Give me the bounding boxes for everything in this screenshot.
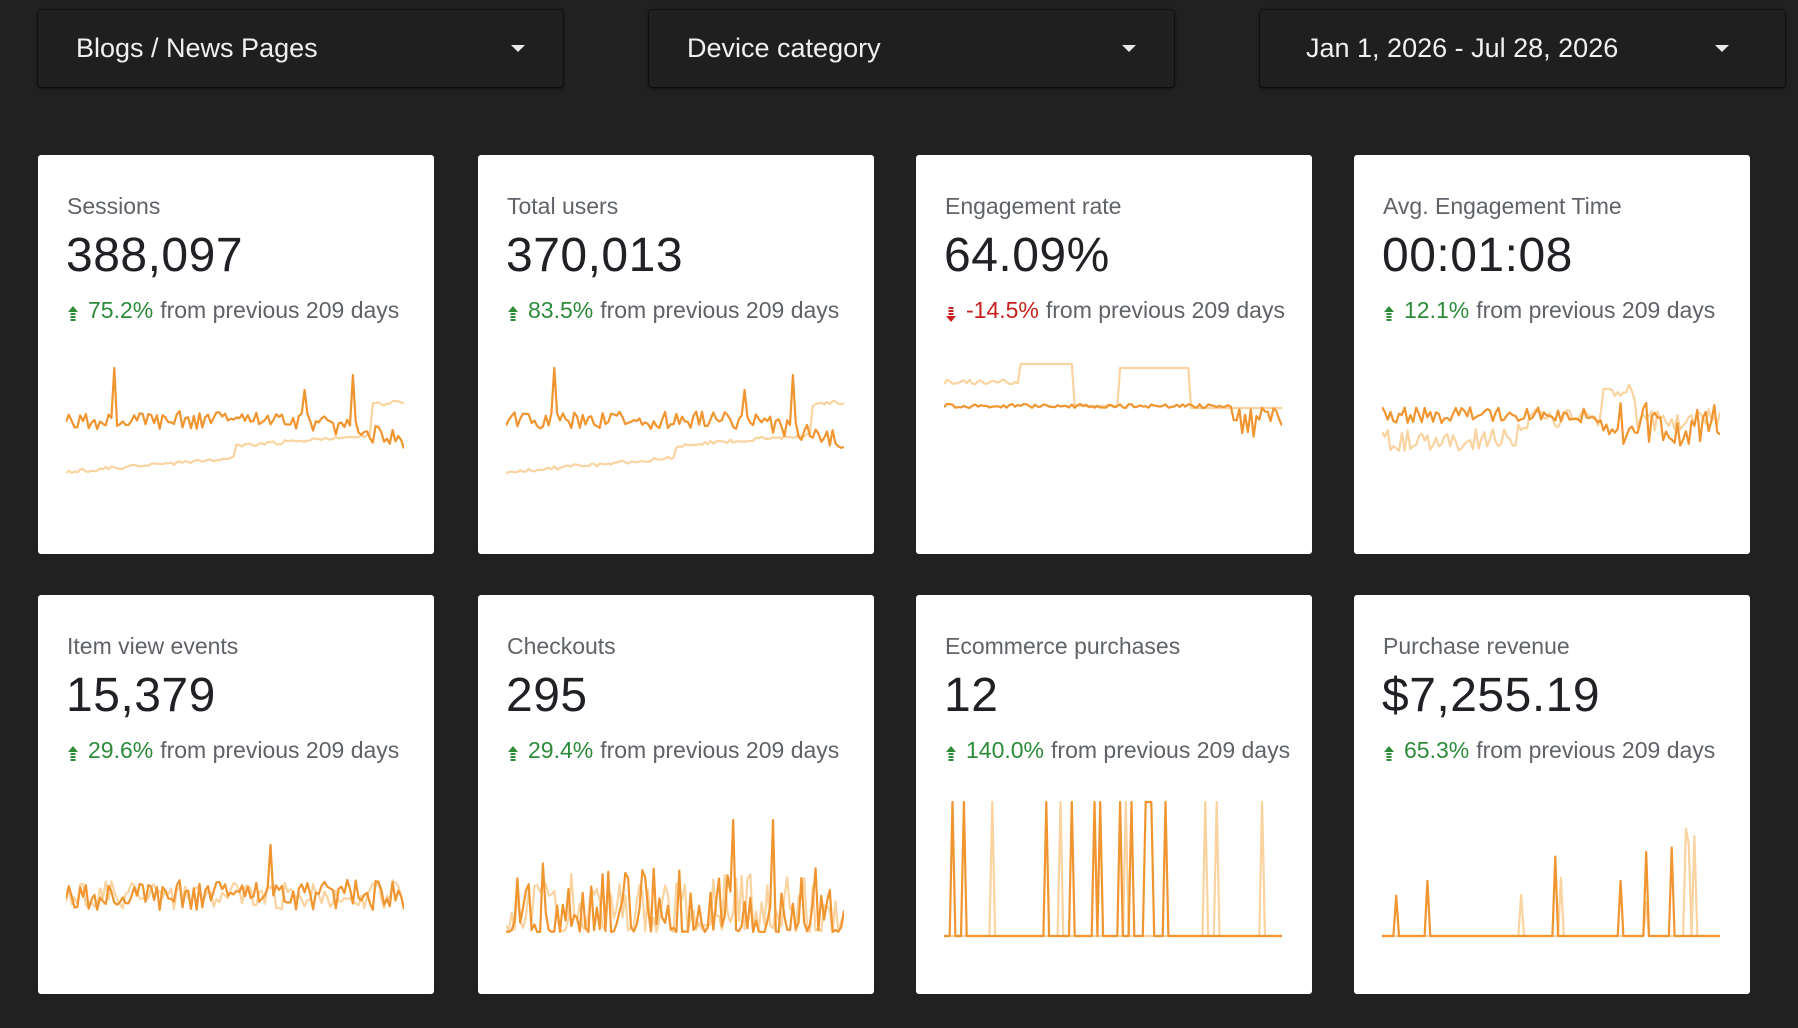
sparkline-chart bbox=[944, 800, 1282, 938]
scorecard-engagement-rate[interactable]: Engagement rate 64.09% -14.5% from previous… bbox=[916, 155, 1312, 554]
delta-text: from previous 209 days bbox=[1476, 737, 1716, 763]
arrow-up-icon bbox=[507, 302, 519, 321]
arrow-down-icon bbox=[945, 302, 957, 322]
scorecard-title: Avg. Engagement Time bbox=[1383, 193, 1622, 219]
previous-period-line bbox=[944, 362, 1282, 410]
page-filter-dropdown[interactable]: Blogs / News Pages bbox=[38, 10, 563, 87]
scorecard-comparison: 75.2% from previous 209 days bbox=[67, 297, 399, 324]
sparkline-chart bbox=[66, 843, 404, 912]
scorecard-title: Checkouts bbox=[507, 633, 616, 659]
delta-percent: 12.1% bbox=[1404, 297, 1470, 323]
current-period-line bbox=[1382, 401, 1720, 447]
sparkline-chart bbox=[66, 366, 404, 474]
scorecard-value: $7,255.19 bbox=[1382, 669, 1601, 722]
scorecard-value: 388,097 bbox=[66, 229, 244, 282]
arrow-up-icon bbox=[1383, 742, 1395, 761]
date-range-dropdown[interactable]: Jan 1, 2026 - Jul 28, 2026 bbox=[1260, 10, 1785, 87]
current-period-line bbox=[944, 402, 1282, 438]
chevron-down-icon[interactable] bbox=[1715, 45, 1729, 52]
delta-text: from previous 209 days bbox=[1476, 297, 1716, 323]
previous-period-line bbox=[506, 872, 844, 934]
current-period-line bbox=[506, 366, 844, 449]
sparkline-chart bbox=[1382, 383, 1720, 452]
scorecard-title: Item view events bbox=[67, 633, 239, 659]
current-period-line bbox=[944, 800, 1282, 938]
delta-percent: 83.5% bbox=[528, 297, 594, 323]
delta-text: from previous 209 days bbox=[1045, 297, 1285, 323]
delta-text: from previous 209 days bbox=[160, 737, 400, 763]
scorecard-item-view-events[interactable]: Item view events 15,379 29.6% from previous… bbox=[38, 595, 434, 994]
scorecard-title: Purchase revenue bbox=[1383, 633, 1570, 659]
previous-period-line bbox=[506, 399, 844, 475]
sparkline-chart bbox=[506, 366, 844, 475]
scorecard-value: 12 bbox=[944, 669, 999, 722]
scorecard-avg-engagement-time[interactable]: Avg. Engagement Time 00:01:08 12.1% from pr… bbox=[1354, 155, 1750, 554]
scorecard-ecommerce-purchases[interactable]: Ecommerce purchases 12 140.0% from previous… bbox=[916, 595, 1312, 994]
scorecard-value: 370,013 bbox=[506, 229, 684, 282]
sparkline-chart bbox=[944, 362, 1282, 438]
arrow-up-icon bbox=[67, 302, 79, 321]
scorecard-total-users[interactable]: Total users 370,013 83.5% from previous 209… bbox=[478, 155, 874, 554]
page-filter-label: Blogs / News Pages bbox=[76, 33, 318, 63]
scorecard-title: Engagement rate bbox=[945, 193, 1122, 219]
arrow-up-icon bbox=[507, 742, 519, 761]
scorecard-comparison: -14.5% from previous 209 days bbox=[945, 297, 1285, 324]
current-period-line bbox=[66, 366, 404, 449]
current-period-line bbox=[66, 843, 404, 912]
scorecard-title: Total users bbox=[507, 193, 619, 219]
delta-percent: 29.4% bbox=[528, 737, 594, 763]
arrow-up-icon bbox=[67, 742, 79, 761]
scorecard-title: Ecommerce purchases bbox=[945, 633, 1181, 659]
previous-period-line bbox=[66, 879, 404, 911]
scorecard-comparison: 140.0% from previous 209 days bbox=[945, 737, 1290, 764]
delta-percent: -14.5% bbox=[966, 297, 1039, 323]
current-period-line bbox=[1382, 846, 1720, 938]
scorecard-checkouts[interactable]: Checkouts 295 29.4% from previous 209 days bbox=[478, 595, 874, 994]
scorecard-title: Sessions bbox=[67, 193, 161, 219]
previous-period-line bbox=[944, 800, 1282, 938]
delta-percent: 29.6% bbox=[88, 737, 154, 763]
current-period-line bbox=[506, 818, 844, 934]
chevron-down-icon[interactable] bbox=[511, 45, 525, 52]
scorecard-purchase-revenue[interactable]: Purchase revenue $7,255.19 65.3% from previ… bbox=[1354, 595, 1750, 994]
delta-text: from previous 209 days bbox=[160, 297, 400, 323]
arrow-up-icon bbox=[1383, 302, 1395, 321]
delta-percent: 140.0% bbox=[966, 737, 1045, 763]
scorecard-comparison: 29.6% from previous 209 days bbox=[67, 737, 399, 764]
delta-text: from previous 209 days bbox=[1051, 737, 1291, 763]
previous-period-line bbox=[66, 399, 404, 474]
scorecard-value: 00:01:08 bbox=[1382, 229, 1573, 282]
delta-percent: 75.2% bbox=[88, 297, 154, 323]
scorecard-comparison: 12.1% from previous 209 days bbox=[1383, 297, 1715, 324]
scorecard-value: 295 bbox=[506, 669, 588, 722]
date-range-label: Jan 1, 2026 - Jul 28, 2026 bbox=[1306, 33, 1619, 63]
sparkline-chart bbox=[1382, 827, 1720, 938]
device-category-dropdown[interactable]: Device category bbox=[649, 10, 1174, 87]
device-category-label: Device category bbox=[687, 33, 881, 63]
sparkline-chart bbox=[506, 818, 844, 934]
chevron-down-icon[interactable] bbox=[1122, 45, 1136, 52]
scorecard-comparison: 65.3% from previous 209 days bbox=[1383, 737, 1715, 764]
scorecard-comparison: 83.5% from previous 209 days bbox=[507, 297, 839, 324]
scorecard-value: 15,379 bbox=[66, 669, 216, 722]
delta-percent: 65.3% bbox=[1404, 737, 1470, 763]
scorecard-sessions[interactable]: Sessions 388,097 75.2% from previous 209 da… bbox=[38, 155, 434, 554]
scorecard-value: 64.09% bbox=[944, 229, 1110, 282]
arrow-up-icon bbox=[945, 742, 957, 761]
delta-text: from previous 209 days bbox=[600, 737, 840, 763]
scorecard-comparison: 29.4% from previous 209 days bbox=[507, 737, 839, 764]
delta-text: from previous 209 days bbox=[600, 297, 840, 323]
